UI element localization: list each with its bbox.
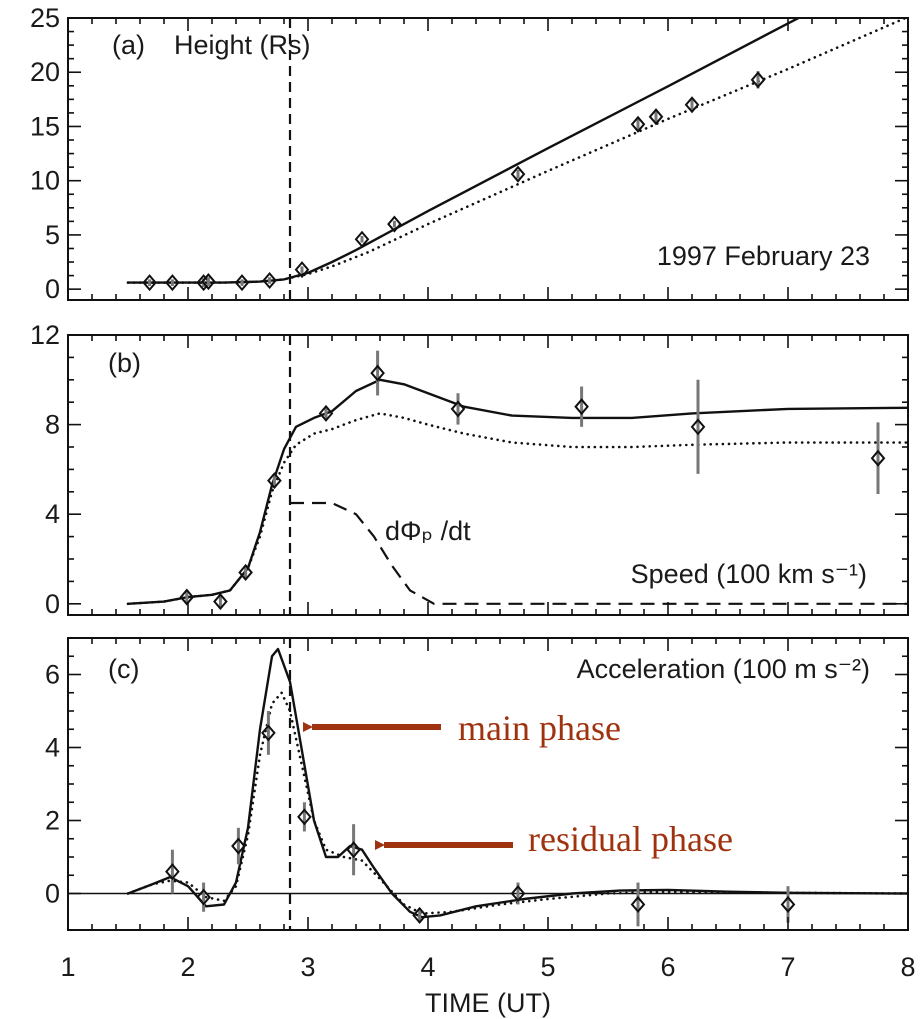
data-point-marker [630,895,646,913]
height-panel-title: Height (Rs) [174,30,311,60]
x-tick-label: 4 [420,952,435,982]
y-tick-label: 20 [30,57,60,87]
height-panel-label: (a) [112,30,145,60]
speed-panel: 0 4 8 12 (b) dΦₚ /dt Speed (100 km s⁻¹) [30,320,909,619]
x-tick-label: 5 [540,952,555,982]
y-tick-label: 2 [45,806,60,836]
data-point-marker [648,108,664,126]
main-phase-label: main phase [458,708,621,748]
model-dotted-line [126,412,908,606]
data-point-marker [354,230,370,248]
flux-rate-dashed-line [290,501,908,605]
y-tick-label: 4 [45,499,60,529]
data-point-marker [142,274,157,292]
y-tick-label: 10 [30,166,60,196]
y-tick-label: 0 [45,589,60,619]
data-point-marker [294,261,310,279]
data-point-marker [412,906,427,924]
x-axis-label: TIME (UT) [425,988,551,1018]
acceleration-panel: 1 2 3 4 5 6 7 8 0 2 4 6 (c) Acceleration (100 m s⁻²… [45,637,916,1018]
data-point-marker [318,404,334,422]
x-tick-label: 8 [900,952,915,982]
y-tick-label: 5 [45,220,60,250]
model-dotted-line [126,18,908,284]
date-annotation: 1997 February 23 [657,241,870,271]
data-point-marker [262,271,277,290]
y-tick-label: 12 [30,320,60,350]
model-dotted-line [126,691,908,915]
data-point-marker [370,364,385,382]
data-point-marker [234,274,250,292]
data-point-marker [387,215,402,233]
data-point-marker [238,563,253,581]
data-point-marker [267,472,282,490]
data-point-marker [684,96,700,114]
flux-rate-label: dΦₚ /dt [385,516,471,546]
data-point-marker [196,888,211,906]
x-tick-label: 6 [660,952,675,982]
data-point-marker [231,837,246,855]
x-tick-label: 2 [180,952,195,982]
data-point-marker [780,895,796,913]
data-point-marker [165,863,180,881]
acceleration-panel-label: (c) [108,654,139,684]
data-point-marker [750,71,766,89]
data-point-marker [574,398,589,416]
data-point-marker [630,115,646,133]
y-tick-label: 25 [30,3,60,33]
y-tick-label: 0 [45,879,60,909]
x-tick-label: 1 [60,952,75,982]
data-point-marker [690,418,706,436]
data-point-marker [201,273,216,291]
model-fit-line [126,647,908,919]
y-tick-label: 8 [45,410,60,440]
height-panel: 0 5 10 15 20 25 (a) Height (Rs) 1997 February… [30,3,909,304]
plot-frame [67,17,909,301]
acceleration-panel-title: Acceleration (100 m s⁻²) [577,654,870,684]
y-tick-label: 4 [45,733,60,763]
speed-panel-title: Speed (100 km s⁻¹) [631,559,867,589]
y-tick-label: 6 [45,660,60,690]
x-tick-label: 3 [300,952,315,982]
data-point-marker [346,841,361,859]
data-point-marker [297,808,312,826]
data-point-marker [510,165,526,183]
plot-frame [67,334,909,616]
y-tick-label: 0 [45,274,60,304]
phase-annotations: main phase residual phase [303,708,733,859]
data-point-marker [510,884,526,903]
data-point-marker [179,588,195,606]
data-point-marker [261,724,276,742]
data-point-marker [165,274,180,292]
residual-phase-label: residual phase [528,819,733,859]
y-tick-label: 15 [30,111,60,141]
speed-panel-label: (b) [108,348,141,378]
data-point-marker [213,593,228,611]
x-tick-label: 7 [780,952,795,982]
data-point-marker [870,449,886,467]
data-point-marker [450,400,466,418]
